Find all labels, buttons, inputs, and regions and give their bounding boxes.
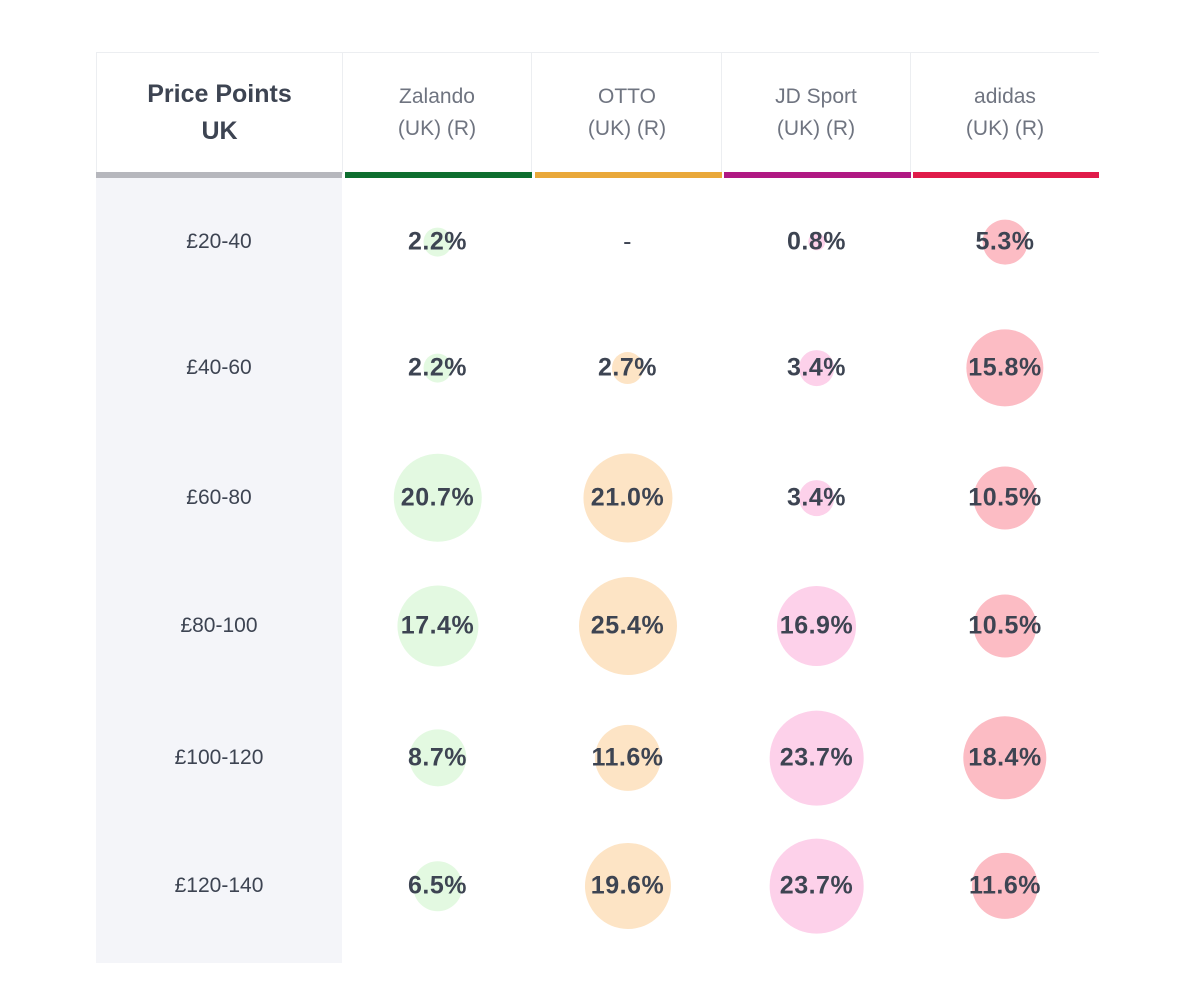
value-bubble bbox=[423, 353, 452, 383]
value-label: 0.8% bbox=[787, 227, 846, 256]
series-subtitle: (UK) (R) bbox=[587, 117, 667, 140]
value-bubble bbox=[584, 842, 671, 930]
series-header-2: JD Sport (UK) (R) bbox=[722, 52, 911, 174]
series-subtitle: (UK) (R) bbox=[965, 117, 1045, 140]
series-accent-bar bbox=[535, 172, 722, 178]
value-label: 11.6% bbox=[968, 871, 1042, 900]
value-bubble bbox=[594, 724, 661, 792]
price-range-label: £120-140 bbox=[174, 874, 264, 897]
value-label: 25.4% bbox=[590, 611, 665, 640]
value-bubble bbox=[798, 480, 835, 516]
value-label: 5.3% bbox=[975, 227, 1035, 256]
value-bubble bbox=[963, 716, 1047, 800]
value-label: 10.5% bbox=[968, 611, 1042, 640]
series-header-3: adidas (UK) (R) bbox=[911, 52, 1099, 174]
value-label: 6.5% bbox=[408, 871, 467, 900]
table-title-line2: UK bbox=[201, 117, 238, 145]
price-range-label: £80-100 bbox=[180, 614, 258, 637]
value-bubble bbox=[412, 861, 463, 911]
label-column-accent-bar bbox=[96, 172, 342, 178]
value-label: 16.9% bbox=[779, 611, 854, 640]
series-header-0: Zalando (UK) (R) bbox=[343, 52, 532, 174]
value-bubble bbox=[769, 838, 864, 934]
series-name: Zalando bbox=[399, 85, 475, 108]
value-label: 17.4% bbox=[400, 611, 475, 640]
value-label: 23.7% bbox=[779, 743, 854, 772]
value-label: 19.6% bbox=[590, 871, 665, 900]
value-bubble bbox=[582, 453, 673, 543]
value-bubble bbox=[776, 586, 857, 666]
price-range-label: £60-80 bbox=[186, 486, 252, 509]
value-label: 15.8% bbox=[968, 353, 1042, 382]
value-label: 8.7% bbox=[408, 743, 467, 772]
price-points-table: Price Points UK Zalando (UK) (R) OTTO (UK) … bbox=[96, 52, 1099, 963]
value-bubble bbox=[966, 329, 1044, 407]
value-label: 2.2% bbox=[408, 227, 467, 256]
label-column-background bbox=[96, 177, 342, 963]
series-accent-bar bbox=[724, 172, 911, 178]
series-header-1: OTTO (UK) (R) bbox=[533, 52, 722, 174]
value-label: 3.4% bbox=[787, 353, 846, 382]
value-label: 21.0% bbox=[590, 483, 665, 512]
value-bubble bbox=[611, 352, 644, 384]
value-bubble bbox=[973, 466, 1037, 530]
label-column-header: Price Points UK bbox=[96, 52, 343, 174]
value-bubble bbox=[807, 233, 826, 251]
value-label: 18.4% bbox=[968, 743, 1042, 772]
series-accent-bar bbox=[913, 172, 1099, 178]
value-bubble bbox=[423, 227, 452, 257]
price-range-label: £40-60 bbox=[186, 356, 252, 379]
value-bubble bbox=[396, 585, 479, 667]
value-bubble bbox=[798, 350, 835, 386]
series-name: adidas bbox=[974, 85, 1036, 108]
series-subtitle: (UK) (R) bbox=[397, 117, 477, 140]
value-bubble bbox=[393, 453, 482, 543]
series-name: JD Sport bbox=[775, 85, 857, 108]
table-header-frame bbox=[96, 52, 1099, 177]
series-name: OTTO bbox=[598, 85, 656, 108]
value-label: 10.5% bbox=[968, 483, 1042, 512]
value-label: 2.7% bbox=[598, 353, 657, 382]
value-label: 2.2% bbox=[408, 353, 467, 382]
series-accent-bar bbox=[345, 172, 532, 178]
empty-value-label: - bbox=[623, 227, 632, 256]
price-range-label: £20-40 bbox=[186, 230, 252, 253]
value-bubble bbox=[973, 594, 1037, 658]
value-label: 3.4% bbox=[787, 483, 846, 512]
table-title-line1: Price Points bbox=[147, 80, 292, 108]
series-subtitle: (UK) (R) bbox=[776, 117, 856, 140]
value-bubble bbox=[578, 577, 677, 675]
value-bubble bbox=[971, 852, 1039, 920]
value-label: 23.7% bbox=[779, 871, 854, 900]
value-bubble bbox=[408, 729, 467, 787]
price-range-label: £100-120 bbox=[174, 746, 264, 769]
value-bubble bbox=[769, 710, 864, 806]
value-label: 11.6% bbox=[591, 743, 664, 772]
value-bubble bbox=[982, 219, 1028, 265]
value-label: 20.7% bbox=[400, 483, 475, 512]
